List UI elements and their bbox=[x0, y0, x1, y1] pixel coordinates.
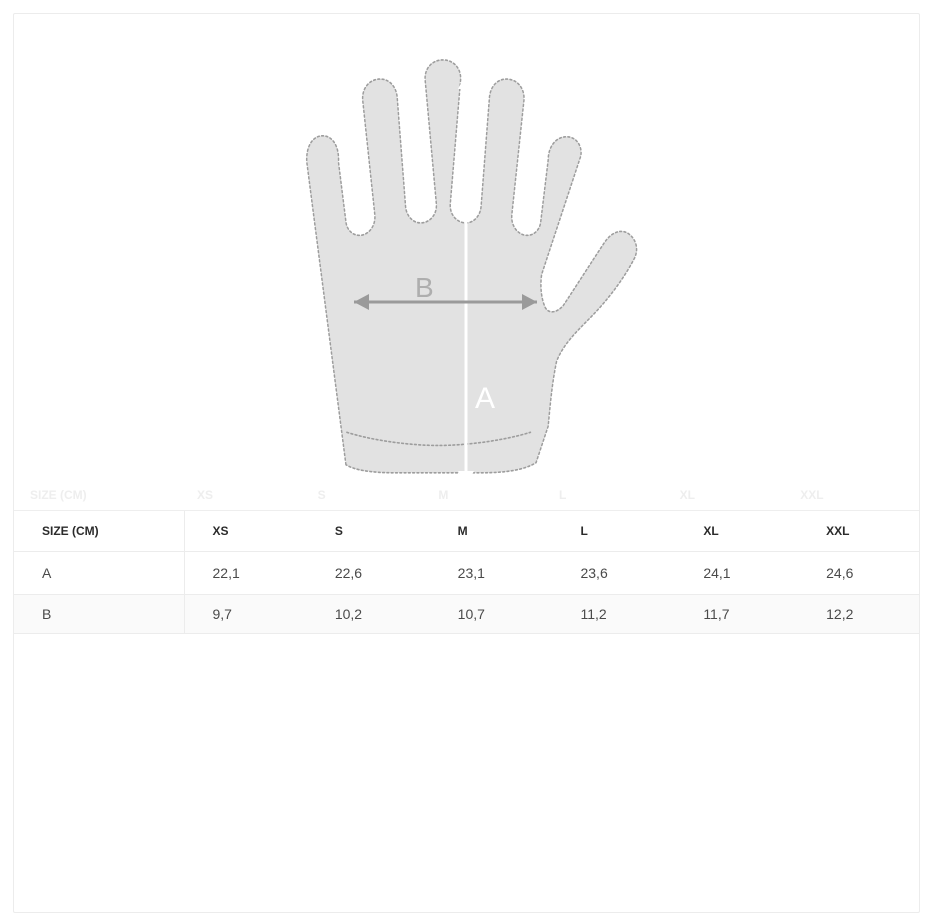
svg-text:B: B bbox=[415, 272, 434, 303]
svg-text:A: A bbox=[475, 382, 495, 415]
